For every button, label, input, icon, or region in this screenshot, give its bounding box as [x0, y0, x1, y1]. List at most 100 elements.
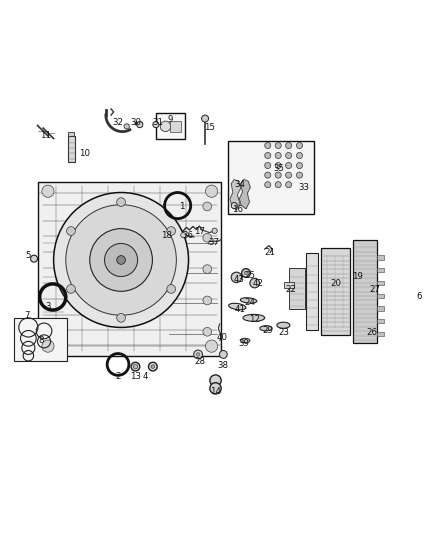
Circle shape	[275, 142, 281, 149]
Circle shape	[133, 365, 138, 369]
Bar	[377, 268, 384, 272]
Circle shape	[219, 351, 227, 358]
Bar	[170, 121, 181, 132]
Circle shape	[90, 229, 152, 292]
Circle shape	[153, 122, 159, 128]
Ellipse shape	[240, 338, 250, 343]
Text: 7: 7	[24, 311, 29, 320]
Circle shape	[117, 198, 125, 206]
Text: 16: 16	[232, 205, 243, 214]
Bar	[321, 248, 350, 335]
Text: 38: 38	[217, 361, 228, 370]
Text: 39: 39	[239, 340, 250, 349]
Circle shape	[124, 124, 129, 129]
Circle shape	[42, 185, 54, 197]
Circle shape	[242, 269, 251, 277]
Circle shape	[275, 182, 281, 188]
Bar	[289, 268, 305, 309]
Circle shape	[210, 375, 221, 386]
Circle shape	[275, 163, 281, 168]
Text: 30: 30	[130, 117, 141, 126]
Circle shape	[205, 340, 218, 352]
Circle shape	[210, 383, 221, 394]
Circle shape	[148, 362, 157, 371]
Circle shape	[167, 227, 176, 236]
Text: 33: 33	[298, 183, 309, 192]
Text: 41: 41	[234, 305, 245, 313]
Circle shape	[131, 362, 140, 371]
Text: 12: 12	[249, 315, 260, 324]
Bar	[377, 319, 384, 324]
Polygon shape	[230, 180, 241, 210]
Circle shape	[67, 285, 75, 293]
Bar	[353, 240, 377, 343]
Circle shape	[231, 203, 237, 208]
Circle shape	[160, 121, 171, 132]
Circle shape	[117, 313, 125, 322]
Circle shape	[67, 227, 75, 236]
Text: 15: 15	[204, 123, 215, 132]
Circle shape	[117, 256, 125, 264]
Text: 37: 37	[208, 238, 219, 247]
Bar	[377, 306, 384, 311]
Circle shape	[297, 163, 303, 168]
Bar	[68, 132, 74, 136]
Circle shape	[205, 185, 218, 197]
Text: 20: 20	[330, 279, 341, 287]
Text: 42: 42	[253, 279, 264, 288]
Circle shape	[265, 182, 271, 188]
Polygon shape	[240, 180, 251, 208]
Text: 31: 31	[152, 117, 163, 126]
Bar	[377, 332, 384, 336]
Circle shape	[244, 271, 248, 275]
Text: 2: 2	[115, 372, 121, 381]
Circle shape	[231, 272, 242, 282]
Text: 9: 9	[168, 115, 173, 124]
Text: 4: 4	[142, 372, 148, 381]
Bar	[306, 254, 318, 329]
Circle shape	[286, 152, 292, 158]
Ellipse shape	[240, 298, 257, 303]
Text: 40: 40	[217, 333, 228, 342]
Circle shape	[203, 202, 212, 211]
Circle shape	[286, 182, 292, 188]
Ellipse shape	[260, 326, 272, 331]
Bar	[156, 114, 185, 140]
Text: 10: 10	[79, 149, 91, 158]
Circle shape	[265, 142, 271, 149]
Text: 34: 34	[234, 180, 245, 189]
Text: 1: 1	[179, 202, 185, 211]
Text: 43: 43	[233, 275, 244, 284]
Bar	[377, 294, 384, 298]
Text: 29: 29	[262, 326, 273, 335]
Text: 25: 25	[244, 271, 255, 280]
Bar	[67, 136, 74, 162]
Circle shape	[201, 115, 208, 122]
Text: 13: 13	[130, 372, 141, 381]
Text: 32: 32	[113, 117, 124, 126]
Bar	[39, 182, 221, 356]
Circle shape	[250, 278, 259, 288]
Text: 8: 8	[39, 336, 44, 345]
Circle shape	[105, 244, 138, 277]
Circle shape	[203, 265, 212, 273]
Text: 27: 27	[369, 285, 380, 294]
Circle shape	[194, 350, 202, 359]
Text: 23: 23	[278, 328, 289, 337]
Circle shape	[286, 172, 292, 178]
Ellipse shape	[277, 322, 290, 328]
Circle shape	[212, 228, 217, 233]
Circle shape	[265, 152, 271, 158]
Circle shape	[151, 365, 155, 368]
Bar	[284, 282, 294, 288]
Circle shape	[167, 285, 176, 293]
Ellipse shape	[229, 303, 246, 310]
Text: 24: 24	[245, 298, 256, 306]
Circle shape	[265, 163, 271, 168]
Circle shape	[53, 192, 188, 327]
Circle shape	[275, 172, 281, 178]
Circle shape	[203, 233, 212, 242]
Circle shape	[31, 255, 38, 262]
Text: 3: 3	[46, 302, 51, 311]
Text: 21: 21	[265, 248, 276, 257]
